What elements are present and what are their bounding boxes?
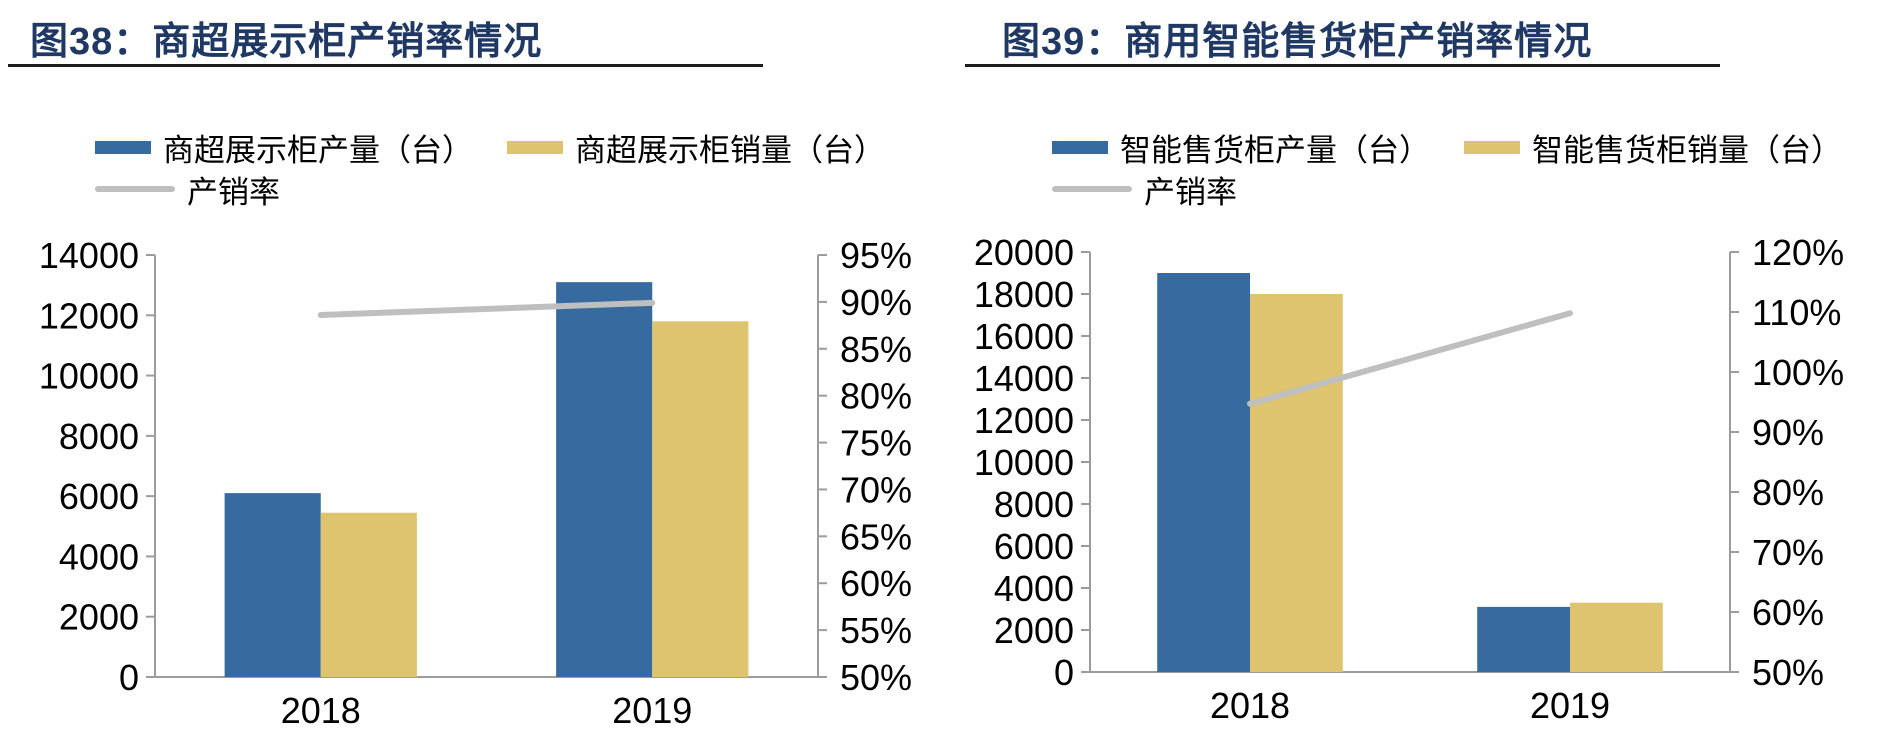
legend-item-sales: 智能售货柜销量（台）: [1464, 125, 1842, 170]
legend-item-rate: 产销率: [1052, 167, 1237, 212]
svg-text:0: 0: [119, 657, 139, 698]
svg-text:60%: 60%: [1752, 592, 1824, 633]
svg-text:20000: 20000: [974, 232, 1074, 273]
svg-text:110%: 110%: [1752, 292, 1841, 333]
figure-38-chart: 0 2000 4000 6000 8000 10000 12000 14000 50% 55% 60…: [39, 235, 912, 731]
svg-text:10000: 10000: [39, 356, 139, 397]
svg-text:2019: 2019: [1530, 685, 1610, 726]
svg-text:2019: 2019: [612, 690, 692, 731]
svg-text:10000: 10000: [974, 442, 1074, 483]
svg-text:80%: 80%: [1752, 472, 1824, 513]
svg-text:60%: 60%: [840, 563, 912, 604]
legend-item-production: 商超展示柜产量（台）: [95, 125, 473, 170]
legend-item-rate: 产销率: [95, 167, 280, 212]
production-series-swatch-icon: [1052, 140, 1108, 154]
figure-38-legend: 商超展示柜产量（台） 商超展示柜销量（台） 产销率: [95, 126, 919, 210]
figure-39-legend: 智能售货柜产量（台） 智能售货柜销量（台） 产销率: [1052, 126, 1876, 210]
legend-item-sales: 商超展示柜销量（台）: [507, 125, 885, 170]
svg-text:2000: 2000: [994, 610, 1074, 651]
svg-text:18000: 18000: [974, 274, 1074, 315]
legend-row: 产销率: [95, 168, 919, 210]
svg-text:12000: 12000: [974, 400, 1074, 441]
legend-row: 商超展示柜产量（台） 商超展示柜销量（台）: [95, 126, 919, 168]
svg-text:6000: 6000: [59, 476, 139, 517]
svg-text:70%: 70%: [1752, 532, 1824, 573]
svg-text:50%: 50%: [840, 657, 912, 698]
svg-text:120%: 120%: [1752, 232, 1844, 273]
svg-text:75%: 75%: [840, 423, 912, 464]
svg-text:2018: 2018: [1210, 685, 1290, 726]
svg-text:4000: 4000: [59, 536, 139, 577]
rate-series-label: 产销率: [1144, 174, 1237, 210]
svg-text:14000: 14000: [39, 235, 139, 276]
svg-text:95%: 95%: [840, 235, 912, 276]
svg-text:0: 0: [1054, 652, 1074, 693]
figure-39-title: 图39：商用智能售货柜产销率情况: [1002, 21, 1593, 63]
svg-text:8000: 8000: [994, 484, 1074, 525]
svg-text:70%: 70%: [840, 469, 912, 510]
svg-text:8000: 8000: [59, 416, 139, 457]
sales-series-swatch-icon: [507, 140, 563, 154]
rate-series-line-icon: [95, 186, 175, 192]
svg-text:50%: 50%: [1752, 652, 1824, 693]
svg-text:90%: 90%: [1752, 412, 1824, 453]
svg-text:80%: 80%: [840, 376, 912, 417]
svg-text:85%: 85%: [840, 329, 912, 370]
svg-text:14000: 14000: [974, 358, 1074, 399]
rate-series-line-icon: [1052, 186, 1132, 192]
svg-text:16000: 16000: [974, 316, 1074, 357]
rate-series-label: 产销率: [187, 174, 280, 210]
svg-text:12000: 12000: [39, 295, 139, 336]
figure-38-panel: 图38：商超展示柜产销率情况 商超展示柜产量（台） 商超展示柜销量（台） 产销率: [8, 21, 919, 731]
production-series-swatch-icon: [95, 140, 151, 154]
sales-series-label: 智能售货柜销量（台）: [1532, 132, 1842, 168]
production-series-label: 智能售货柜产量（台）: [1120, 132, 1430, 168]
svg-text:65%: 65%: [840, 516, 912, 557]
figure-38-title-rule: [8, 64, 763, 67]
production-series-label: 商超展示柜产量（台）: [163, 132, 473, 168]
svg-text:100%: 100%: [1752, 352, 1844, 393]
sales-series-swatch-icon: [1464, 140, 1520, 154]
legend-row: 产销率: [1052, 168, 1876, 210]
svg-text:55%: 55%: [840, 610, 912, 651]
figure-38-title: 图38：商超展示柜产销率情况: [30, 21, 543, 63]
sales-series-label: 商超展示柜销量（台）: [575, 132, 885, 168]
figure-39-chart: 0200040006000800010000120001400016000180…: [974, 232, 1844, 726]
figure-39-title-rule: [965, 64, 1720, 67]
svg-text:2000: 2000: [59, 597, 139, 638]
svg-text:6000: 6000: [994, 526, 1074, 567]
legend-item-production: 智能售货柜产量（台）: [1052, 125, 1430, 170]
svg-text:2018: 2018: [281, 690, 361, 731]
svg-text:4000: 4000: [994, 568, 1074, 609]
figure-39-panel: 图39：商用智能售货柜产销率情况 智能售货柜产量（台） 智能售货柜销量（台） 产…: [940, 0, 1880, 752]
legend-row: 智能售货柜产量（台） 智能售货柜销量（台）: [1052, 126, 1876, 168]
svg-text:90%: 90%: [840, 282, 912, 323]
